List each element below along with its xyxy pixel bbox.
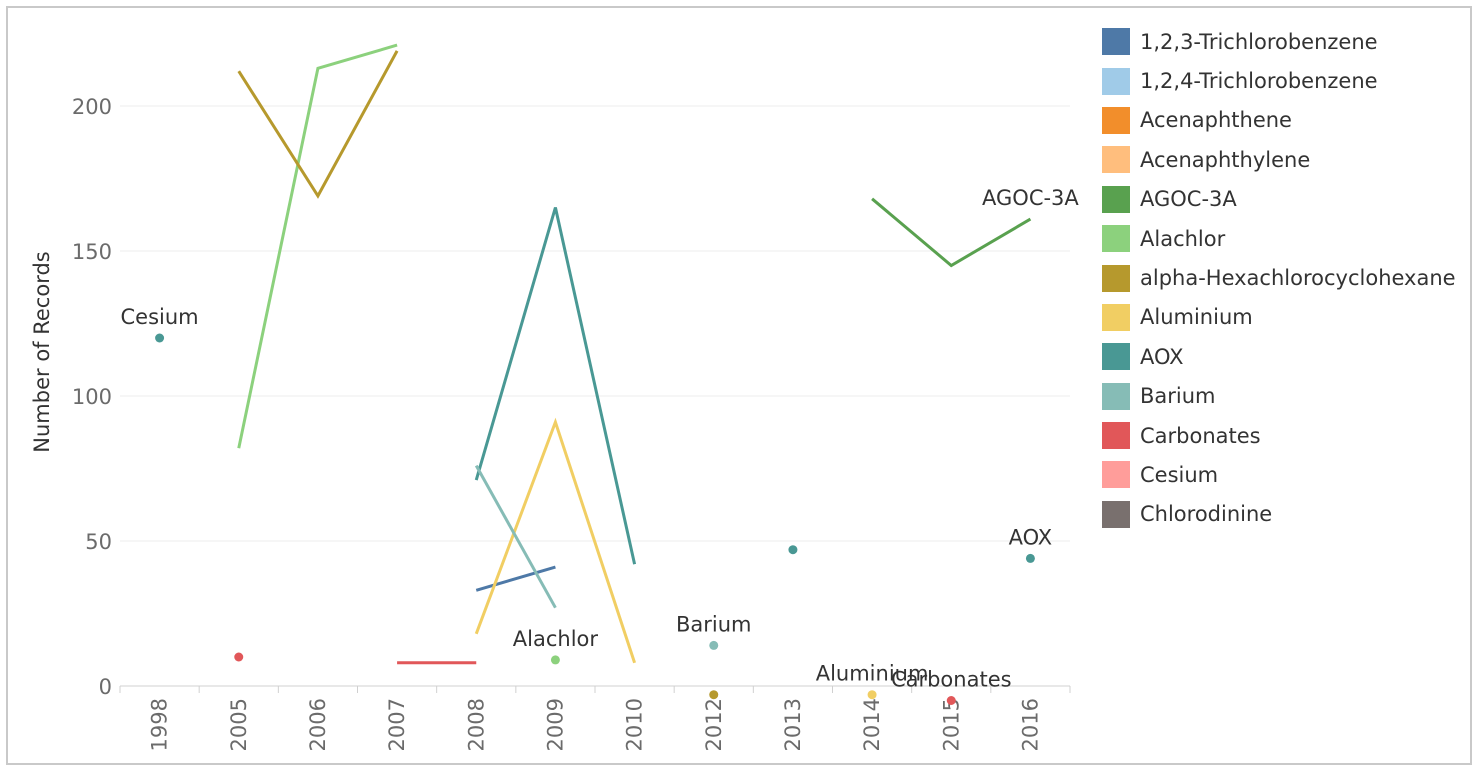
legend-label: Acenaphthylene (1140, 147, 1311, 172)
legend-swatch (1102, 343, 1130, 371)
legend-item-acenaphthylene[interactable]: Acenaphthylene (1102, 140, 1456, 179)
series-aox (155, 207, 1035, 565)
series-carbonates (234, 652, 956, 705)
series-line (474, 464, 557, 609)
annotation-label: Carbonates (891, 668, 1012, 692)
legend: 1,2,3-Trichlorobenzene 1,2,4-Trichloroben… (1102, 22, 1456, 534)
legend-item-1-2-3-trichlorobenzene[interactable]: 1,2,3-Trichlorobenzene (1102, 22, 1456, 61)
legend-item-barium[interactable]: Barium (1102, 377, 1456, 416)
x-tick-label: 2010 (623, 698, 647, 751)
legend-label: AGOC-3A (1140, 187, 1237, 212)
x-tick-label: 2005 (227, 698, 251, 751)
x-tick-label: 2016 (1018, 698, 1042, 751)
y-tick-label: 0 (99, 675, 112, 699)
series-line (237, 50, 399, 199)
series-line (871, 197, 1032, 268)
x-tick-label: 2015 (939, 698, 963, 751)
y-tick-label: 50 (85, 530, 112, 554)
legend-swatch (1102, 303, 1130, 331)
data-point (1025, 553, 1035, 563)
x-tick-label: 2009 (543, 698, 567, 751)
series-alachlor (237, 43, 560, 665)
legend-item-alachlor[interactable]: Alachlor (1102, 219, 1456, 258)
legend-label: Acenaphthene (1140, 108, 1292, 133)
series-line (474, 207, 637, 565)
series-1-2-3-trichlorobenzene (475, 565, 556, 592)
chart-frame: 0 50 100 150 200 1998 2005 2006 2007 2008 2009 2010… (6, 6, 1472, 765)
legend-swatch (1102, 422, 1130, 450)
legend-swatch (1102, 106, 1130, 134)
x-tick-label: 2006 (306, 698, 330, 751)
legend-swatch (1102, 382, 1130, 410)
legend-label: AOX (1140, 344, 1184, 369)
legend-swatch (1102, 500, 1130, 528)
legend-item-aluminium[interactable]: Aluminium (1102, 298, 1456, 337)
y-axis-title: Number of Records (30, 251, 54, 452)
x-tick-label: 2008 (464, 698, 488, 751)
x-tick-label: 2007 (385, 698, 409, 751)
x-tick-label: 2012 (702, 698, 726, 751)
x-tick-label: 2014 (860, 698, 884, 751)
legend-item-agoc-3a[interactable]: AGOC-3A (1102, 180, 1456, 219)
legend-item-acenaphthene[interactable]: Acenaphthene (1102, 101, 1456, 140)
legend-swatch (1102, 67, 1130, 95)
legend-label: Barium (1140, 384, 1216, 409)
series-line (474, 417, 637, 664)
annotation-label: Alachlor (513, 627, 599, 651)
legend-label: alpha-Hexachlorocyclohexane (1140, 266, 1456, 291)
legend-swatch (1102, 264, 1130, 292)
data-point (946, 696, 956, 705)
legend-item-chlorodinine[interactable]: Chlorodinine (1102, 495, 1456, 534)
annotation-label: Aluminium (816, 662, 929, 686)
series-line (237, 43, 398, 449)
x-tick-label: 1998 (148, 698, 172, 751)
legend-label: 1,2,3-Trichlorobenzene (1140, 29, 1378, 54)
legend-label: Carbonates (1140, 423, 1261, 448)
legend-label: 1,2,4-Trichlorobenzene (1140, 69, 1378, 94)
data-point (788, 545, 798, 555)
legend-item-cesium[interactable]: Cesium (1102, 455, 1456, 494)
data-point (234, 652, 244, 662)
legend-item-alpha-hexachlorocyclohexane[interactable]: alpha-Hexachlorocyclohexane (1102, 258, 1456, 297)
legend-swatch (1102, 225, 1130, 253)
legend-swatch (1102, 185, 1130, 213)
legend-swatch (1102, 28, 1130, 56)
data-point (709, 640, 719, 650)
data-point (155, 333, 165, 343)
data-point (709, 690, 719, 700)
chart-canvas: 0 50 100 150 200 1998 2005 2006 2007 2008 2009 2010… (30, 43, 1079, 751)
series-barium (474, 464, 719, 650)
annotation-label: AOX (1009, 525, 1053, 549)
legend-label: Alachlor (1140, 226, 1226, 251)
series-alpha-hexachlorocyclohexane (237, 50, 719, 700)
legend-label: Cesium (1140, 462, 1219, 487)
legend-item-aox[interactable]: AOX (1102, 337, 1456, 376)
y-tick-label: 100 (72, 385, 112, 409)
y-tick-label: 150 (72, 240, 112, 264)
annotation-label: Cesium (121, 305, 199, 329)
data-point (550, 655, 560, 665)
annotation-label: Barium (676, 612, 752, 636)
legend-swatch (1102, 461, 1130, 489)
legend-label: Aluminium (1140, 305, 1253, 330)
legend-swatch (1102, 146, 1130, 174)
series-agoc-3a (871, 197, 1032, 268)
legend-item-carbonates[interactable]: Carbonates (1102, 416, 1456, 455)
data-point (867, 690, 877, 700)
x-tick-label: 2013 (781, 698, 805, 751)
legend-label: Chlorodinine (1140, 502, 1273, 527)
series-aluminium (474, 417, 877, 700)
y-tick-label: 200 (72, 95, 112, 119)
series-line (475, 565, 556, 592)
legend-item-1-2-4-trichlorobenzene[interactable]: 1,2,4-Trichlorobenzene (1102, 61, 1456, 100)
annotation-label: AGOC-3A (982, 186, 1079, 210)
